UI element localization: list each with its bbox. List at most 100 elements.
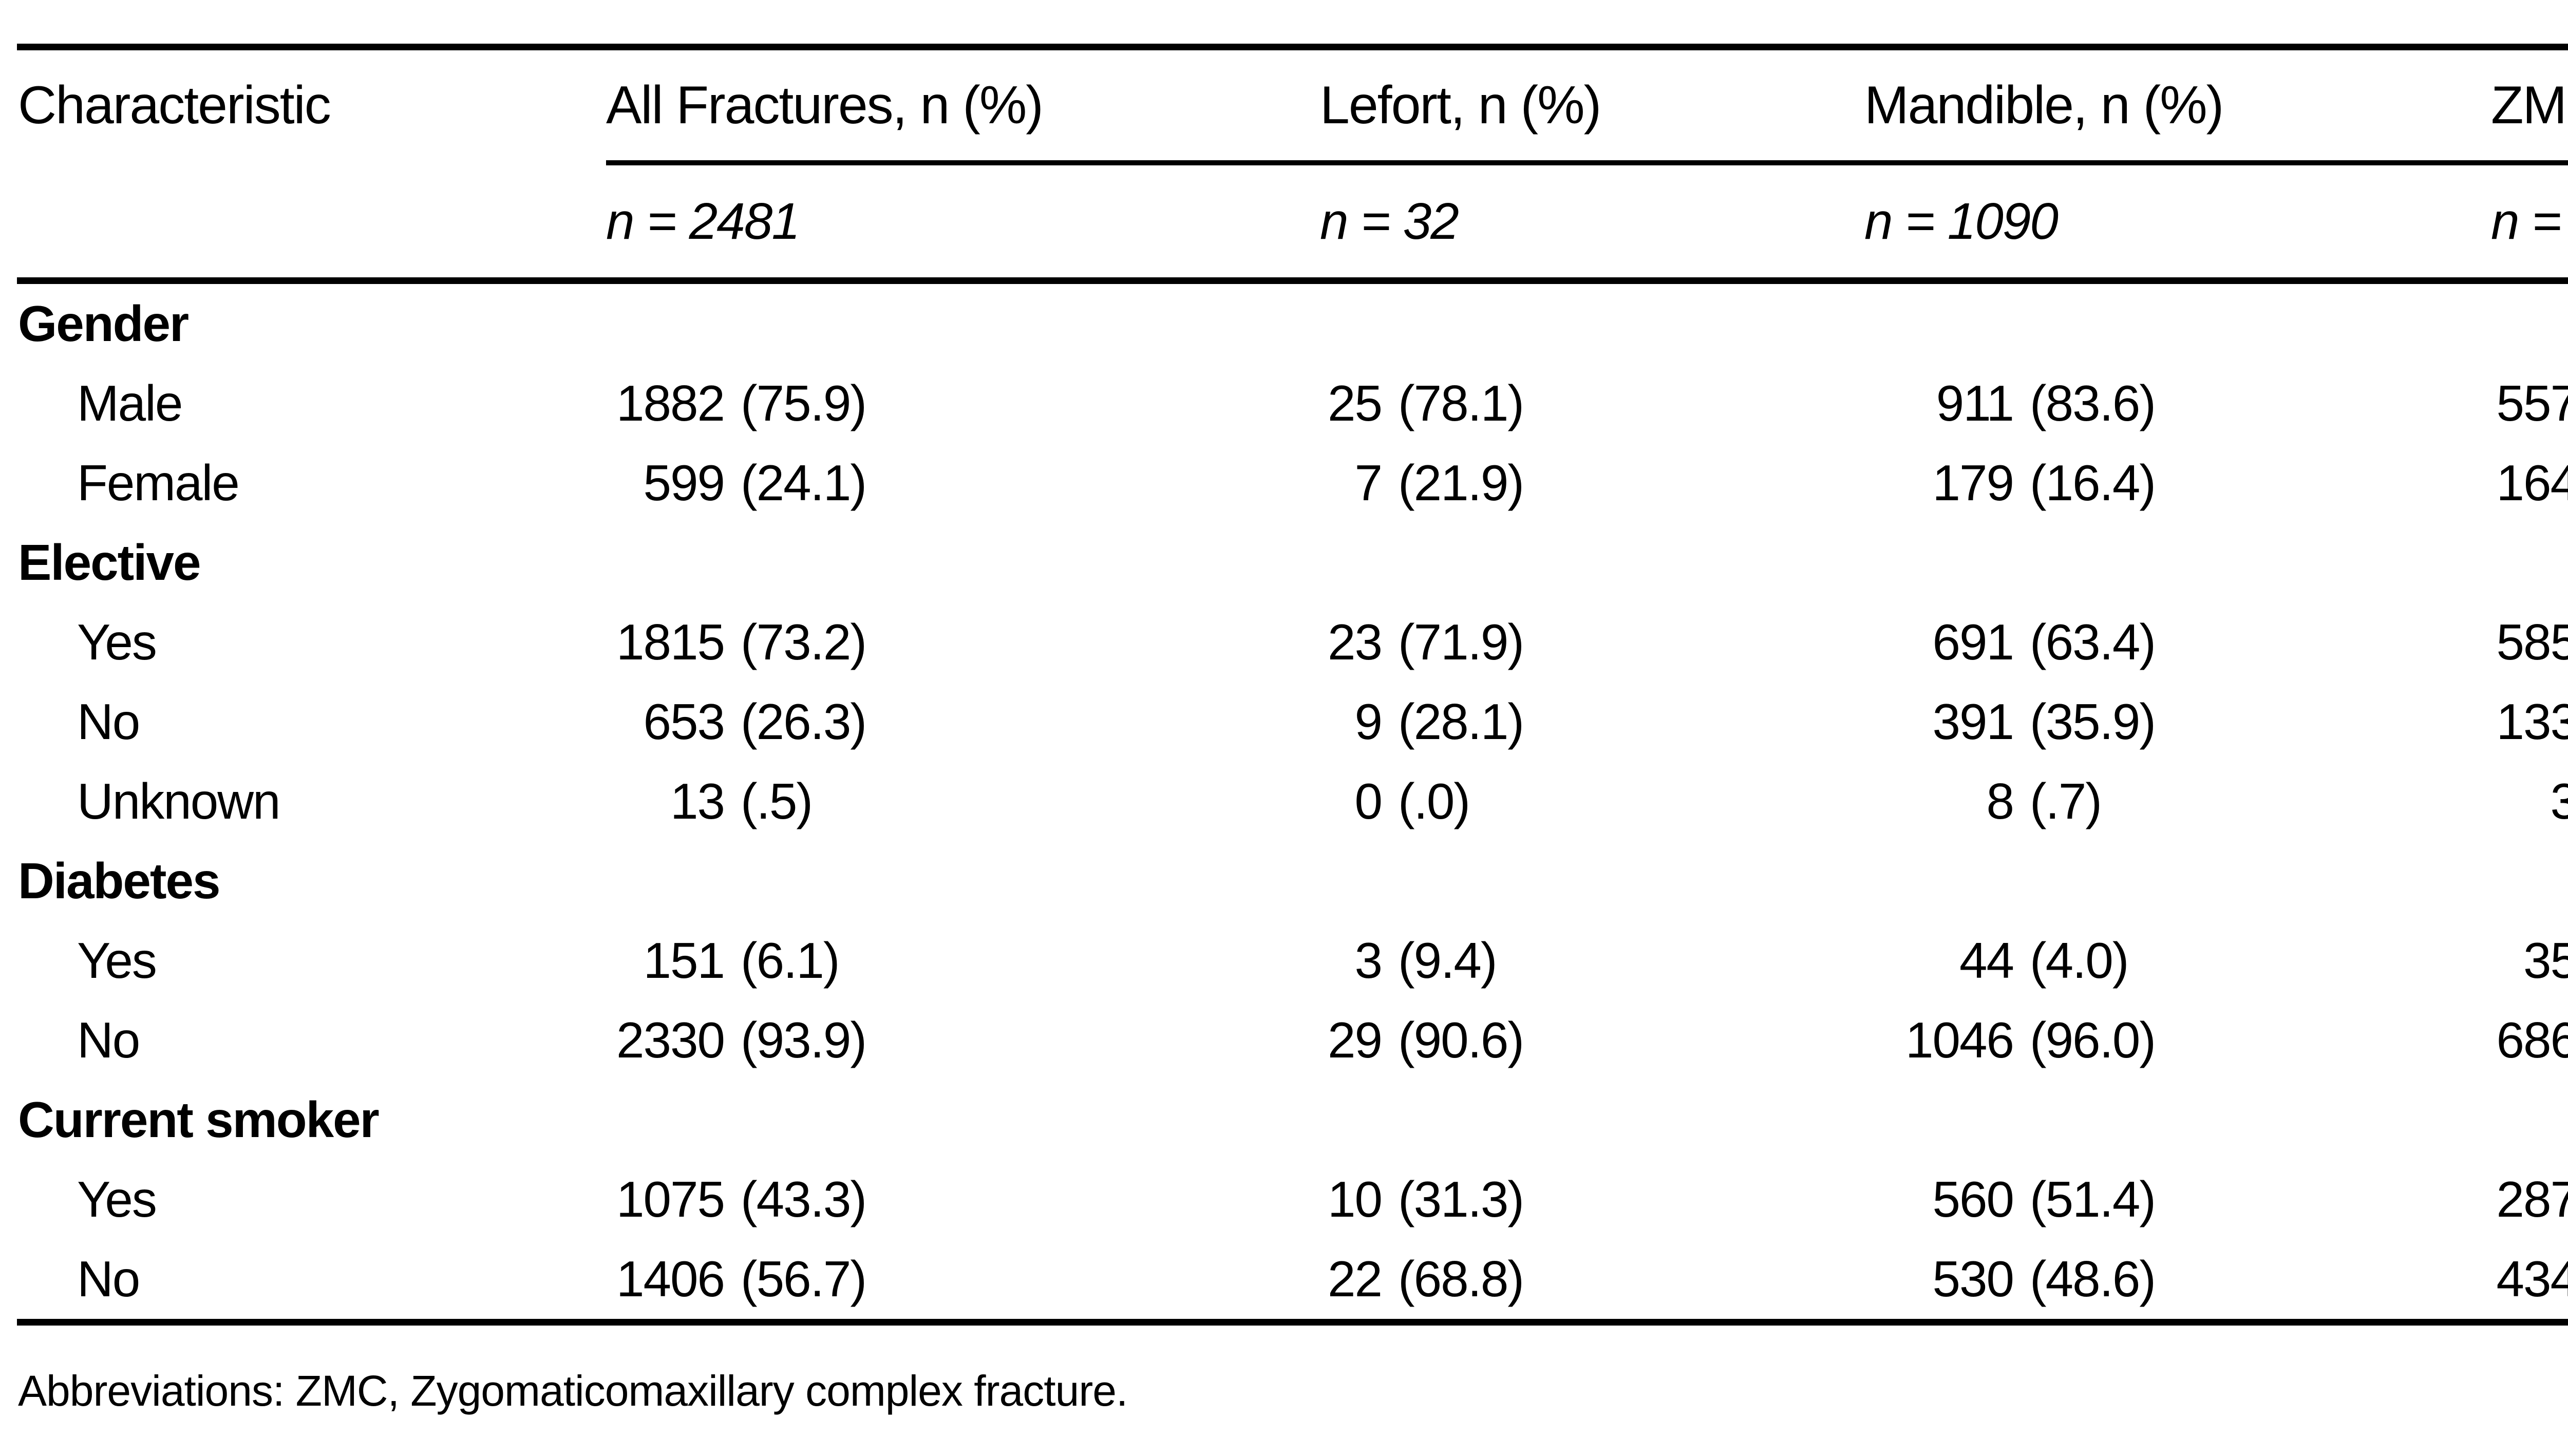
table-cell: 434(60.2) (2491, 1250, 2568, 1308)
table-cell: 585(81.1) (2491, 613, 2568, 671)
cell-count: 686 (2496, 1012, 2568, 1068)
cell-percent: (.5) (741, 773, 813, 829)
cell-count: 1815 (616, 614, 725, 670)
cell-percent: (4.0) (2030, 932, 2129, 989)
row-label: No (77, 1012, 140, 1068)
cell-percent: (83.6) (2030, 375, 2156, 431)
table-cell: 691 (63.4) (1864, 613, 2491, 671)
table-cell: 35(4.9) (2491, 932, 2568, 990)
row-label: Gender (18, 295, 189, 352)
table-cell: 7 (21.9) (1320, 454, 1864, 512)
table-row-elective-yes: Yes 1815 (73.2) 23 (71.9) 691 (63.4) 585(81… (0, 602, 2568, 682)
cell-count: 164 (2496, 455, 2568, 511)
column-group-rule-row (0, 160, 2568, 165)
cell-count: 557 (2496, 375, 2568, 431)
table-cell: 22 (68.8) (1320, 1250, 1864, 1308)
table-cell: 560 (51.4) (1864, 1170, 2491, 1228)
row-label: Yes (77, 1171, 157, 1227)
table-row-smoker-no: No 1406 (56.7) 22 (68.8) 530 (48.6) 434(60.… (0, 1239, 2568, 1319)
table-cell: 1882 (75.9) (606, 374, 1320, 432)
table-cell: 2330 (93.9) (606, 1011, 1320, 1069)
cell-percent: (31.3) (1398, 1171, 1524, 1227)
table-row-female: Female 599 (24.1) 7 (21.9) 179 (16.4) 164(2… (0, 443, 2568, 523)
cell-count: 13 (670, 773, 725, 829)
table-cell: 179 (16.4) (1864, 454, 2491, 512)
row-label: Yes (77, 614, 157, 670)
cell-percent: (28.1) (1398, 693, 1524, 750)
cell-count: 133 (2496, 693, 2568, 750)
cell-count: 0 (1354, 773, 1383, 829)
table-cell: 3(.4) (2491, 772, 2568, 830)
group-row-gender: Gender (0, 284, 2568, 364)
cell-count: 8 (1986, 773, 2014, 829)
cell-count: 3 (2550, 773, 2568, 829)
table-cell: 8 (.7) (1864, 772, 2491, 830)
cell-percent: (21.9) (1398, 455, 1524, 511)
row-label: Male (77, 375, 183, 431)
table-cell: 686(95.1) (2491, 1011, 2568, 1069)
cell-percent: (48.6) (2030, 1251, 2156, 1307)
cell-count: 22 (1327, 1251, 1383, 1307)
footnote: Abbreviations: ZMC, Zygomaticomaxillary … (0, 1326, 2568, 1456)
header-row: Characteristic All Fractures, n (%) Lefo… (0, 50, 2568, 160)
cell-count: 29 (1327, 1012, 1383, 1068)
table-cell: 530 (48.6) (1864, 1250, 2491, 1308)
table-cell: 44 (4.0) (1864, 932, 2491, 990)
row-label: Unknown (77, 773, 281, 829)
cell-count: 530 (1932, 1251, 2014, 1307)
column-header-mandible: Mandible, n (%) (1864, 75, 2224, 135)
cell-count: 10 (1327, 1171, 1383, 1227)
table-cell: 557(77.3) (2491, 374, 2568, 432)
cell-count: 1075 (616, 1171, 725, 1227)
cell-count: 1046 (1905, 1012, 2014, 1068)
cell-count: 7 (1354, 455, 1383, 511)
column-group-rule (606, 160, 2568, 165)
table-cell: 151 (6.1) (606, 932, 1320, 990)
cell-percent: (73.2) (741, 614, 867, 670)
cell-count: 911 (1936, 375, 2014, 431)
row-label: Female (77, 455, 240, 511)
cell-percent: (56.7) (741, 1251, 867, 1307)
cell-percent: (78.1) (1398, 375, 1524, 431)
table-cell: 13 (.5) (606, 772, 1320, 830)
table-cell: 391 (35.9) (1864, 693, 2491, 751)
table-cell: 653 (26.3) (606, 693, 1320, 751)
bottom-rule (17, 1319, 2568, 1326)
cell-percent: (75.9) (741, 375, 867, 431)
cell-count: 35 (2523, 932, 2568, 989)
column-subheader-zmc: n = 721 (2491, 192, 2568, 250)
cell-percent: (90.6) (1398, 1012, 1524, 1068)
table-cell: 287(39.8) (2491, 1170, 2568, 1228)
group-row-current-smoker: Current smoker (0, 1080, 2568, 1160)
subheader-row: n = 2481 n = 32 n = 1090 n = 721 n = 638 (0, 165, 2568, 277)
cell-percent: (.7) (2030, 773, 2102, 829)
cell-percent: (63.4) (2030, 614, 2156, 670)
cell-count: 691 (1932, 614, 2014, 670)
table-cell: 3 (9.4) (1320, 932, 1864, 990)
cell-percent: (96.0) (2030, 1012, 2156, 1068)
cell-percent: (.0) (1398, 773, 1470, 829)
cell-percent: (26.3) (741, 693, 867, 750)
table-cell: 599 (24.1) (606, 454, 1320, 512)
cell-count: 25 (1327, 375, 1383, 431)
table-row-male: Male 1882 (75.9) 25 (78.1) 911 (83.6) 557(7… (0, 364, 2568, 443)
table-cell: 164(22.7) (2491, 454, 2568, 512)
cell-count: 1882 (616, 375, 725, 431)
cell-percent: (43.3) (741, 1171, 867, 1227)
table-cell: 133(18.4) (2491, 693, 2568, 751)
table-row-smoker-yes: Yes 1075 (43.3) 10 (31.3) 560 (51.4) 287(39… (0, 1160, 2568, 1239)
table-cell: 1815 (73.2) (606, 613, 1320, 671)
table-cell: 1075 (43.3) (606, 1170, 1320, 1228)
row-label: Current smoker (18, 1091, 380, 1148)
cell-percent: (51.4) (2030, 1171, 2156, 1227)
cell-percent: (93.9) (741, 1012, 867, 1068)
top-margin (0, 0, 2568, 44)
cell-count: 3 (1354, 932, 1383, 989)
cell-count: 23 (1327, 614, 1383, 670)
footnote-text: Abbreviations: ZMC, Zygomaticomaxillary … (18, 1366, 1128, 1415)
row-label: No (77, 1251, 140, 1307)
row-label: Elective (18, 534, 201, 591)
column-subheader-mandible: n = 1090 (1864, 192, 2059, 250)
table-row-elective-no: No 653 (26.3) 9 (28.1) 391 (35.9) 133(18.4)… (0, 682, 2568, 762)
